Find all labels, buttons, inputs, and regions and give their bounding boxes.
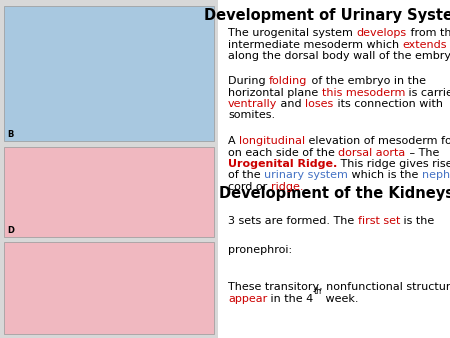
Text: During: During (228, 76, 269, 86)
Text: of the embryo in the: of the embryo in the (307, 76, 426, 86)
Text: first set: first set (358, 216, 400, 226)
Text: cord or: cord or (228, 182, 271, 192)
Bar (0, 0, 218, 338)
Text: is carried: is carried (405, 88, 450, 97)
Text: dorsal aorta: dorsal aorta (338, 147, 405, 158)
Text: its connection with: its connection with (334, 99, 443, 109)
Text: in the 4: in the 4 (267, 293, 314, 304)
Text: somites.: somites. (228, 111, 275, 121)
Text: This ridge gives rise to parts: This ridge gives rise to parts (337, 159, 450, 169)
Text: B: B (7, 130, 14, 139)
Text: which is the: which is the (348, 170, 422, 180)
Bar (4, 147, 214, 237)
Text: elevation of mesoderm forms: elevation of mesoderm forms (305, 136, 450, 146)
Text: Development of the Kidneys: Development of the Kidneys (219, 186, 450, 201)
Text: folding: folding (269, 76, 307, 86)
Text: – The: – The (405, 147, 439, 158)
Text: th: th (314, 288, 322, 296)
Text: is the: is the (400, 216, 434, 226)
Text: extends: extends (403, 40, 447, 49)
Text: Development of Urinary System: Development of Urinary System (204, 8, 450, 23)
Text: horizontal plane: horizontal plane (228, 88, 322, 97)
Text: along the dorsal body wall of the embryo: along the dorsal body wall of the embryo (228, 51, 450, 61)
Bar (4, 242, 214, 334)
Text: ventrally: ventrally (228, 99, 277, 109)
Text: this mesoderm: this mesoderm (322, 88, 405, 97)
Text: from the: from the (406, 28, 450, 38)
Text: on each side of the: on each side of the (228, 147, 338, 158)
Text: longitudinal: longitudinal (239, 136, 305, 146)
Text: of the: of the (228, 170, 264, 180)
Text: nephrogenic: nephrogenic (422, 170, 450, 180)
Text: ridge.: ridge. (271, 182, 303, 192)
Text: develops: develops (356, 28, 406, 38)
Text: intermediate mesoderm which: intermediate mesoderm which (228, 40, 403, 49)
Text: urinary system: urinary system (264, 170, 348, 180)
Bar (4, 6, 214, 141)
Text: loses: loses (306, 99, 334, 109)
Text: 3 sets are formed. The: 3 sets are formed. The (228, 216, 358, 226)
Text: The urogenital system: The urogenital system (228, 28, 356, 38)
Text: These transitory, nonfunctional structures: These transitory, nonfunctional structur… (228, 282, 450, 292)
Text: Urogenital Ridge.: Urogenital Ridge. (228, 159, 337, 169)
Text: pronephroi:: pronephroi: (228, 245, 292, 255)
Text: A: A (228, 136, 239, 146)
Text: D: D (7, 226, 14, 235)
Text: and: and (277, 99, 306, 109)
Text: appear: appear (228, 293, 267, 304)
Text: week.: week. (322, 293, 358, 304)
